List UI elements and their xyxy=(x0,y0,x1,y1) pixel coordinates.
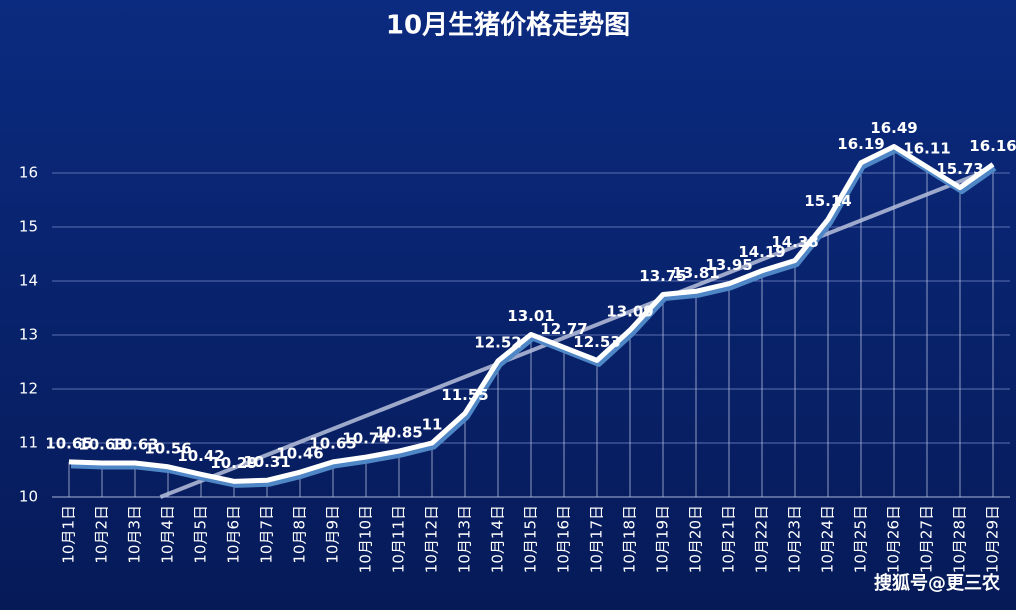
data-label: 12.52 xyxy=(474,333,521,351)
x-tick-label: 10月24日 xyxy=(819,505,837,573)
data-label: 12.77 xyxy=(540,320,587,338)
data-label: 10.74 xyxy=(342,430,389,448)
y-tick-label: 14 xyxy=(19,272,38,290)
x-tick-label: 10月13日 xyxy=(456,505,474,573)
y-tick-label: 15 xyxy=(19,218,38,236)
x-tick-label: 10月11日 xyxy=(390,505,408,573)
data-label: 10.63 xyxy=(78,435,125,453)
x-tick-label: 10月23日 xyxy=(786,505,804,573)
y-tick-label: 12 xyxy=(19,380,38,398)
x-tick-label: 10月10日 xyxy=(357,505,375,573)
y-tick-label: 11 xyxy=(19,434,38,452)
x-tick-label: 10月28日 xyxy=(951,505,969,573)
data-label: 14.19 xyxy=(738,243,785,261)
x-tick-label: 10月7日 xyxy=(258,505,276,564)
x-tick-label: 10月5日 xyxy=(192,505,210,564)
y-tick-label: 16 xyxy=(19,164,38,182)
x-tick-label: 10月29日 xyxy=(984,505,1002,573)
x-tick-label: 10月15日 xyxy=(522,505,540,573)
data-label: 13.09 xyxy=(606,303,653,321)
data-label: 13.01 xyxy=(507,307,554,325)
data-label: 10.56 xyxy=(144,439,191,457)
trend-line xyxy=(159,166,994,499)
data-label: 15.73 xyxy=(936,160,983,178)
data-label: 10.31 xyxy=(243,453,290,471)
x-tick-label: 10月6日 xyxy=(225,505,243,564)
x-tick-label: 10月1日 xyxy=(60,505,78,564)
data-label: 11.55 xyxy=(441,386,488,404)
data-label: 15.14 xyxy=(804,192,851,210)
data-label: 13.95 xyxy=(705,256,752,274)
series-line xyxy=(68,144,995,484)
data-label: 10.42 xyxy=(177,447,224,465)
x-tick-label: 10月14日 xyxy=(489,505,507,573)
data-label: 16.16 xyxy=(969,137,1016,155)
x-tick-label: 10月21日 xyxy=(720,505,738,573)
data-label: 16.19 xyxy=(837,135,884,153)
data-label: 10.29 xyxy=(210,454,257,472)
x-tick-label: 10月3日 xyxy=(126,505,144,564)
data-label: 16.11 xyxy=(903,140,950,158)
x-tick-label: 10月27日 xyxy=(918,505,936,573)
x-tick-label: 10月22日 xyxy=(753,505,771,573)
chart-title: 10月生猪价格走势图 xyxy=(386,10,630,41)
x-tick-label: 10月19日 xyxy=(654,505,672,573)
x-tick-label: 10月26日 xyxy=(885,505,903,573)
data-label: 10.85 xyxy=(375,424,422,442)
x-tick-label: 10月16日 xyxy=(555,505,573,573)
data-label: 10.65 xyxy=(309,434,356,452)
data-label: 10.65 xyxy=(45,434,92,452)
data-label: 13.81 xyxy=(672,264,719,282)
x-tick-label: 10月2日 xyxy=(93,505,111,564)
y-tick-label: 10 xyxy=(19,488,38,506)
data-label: 16.49 xyxy=(870,119,917,137)
x-tick-label: 10月18日 xyxy=(621,505,639,573)
data-label: 10.63 xyxy=(111,435,158,453)
series-line-shadow xyxy=(70,148,997,488)
x-tick-label: 10月25日 xyxy=(852,505,870,573)
data-label: 12.53 xyxy=(573,333,620,351)
x-tick-label: 10月12日 xyxy=(423,505,441,573)
x-tick-label: 10月17日 xyxy=(588,505,606,573)
y-tick-label: 13 xyxy=(19,326,38,344)
x-tick-label: 10月9日 xyxy=(324,505,342,564)
data-label: 14.38 xyxy=(771,233,818,251)
data-label: 10.46 xyxy=(276,445,323,463)
x-tick-label: 10月8日 xyxy=(291,505,309,564)
data-label: 11 xyxy=(422,416,443,434)
x-tick-label: 10月20日 xyxy=(687,505,705,573)
watermark: 搜狐号@更三农 xyxy=(874,572,1000,594)
x-tick-label: 10月4日 xyxy=(159,505,177,564)
data-label: 13.75 xyxy=(639,267,686,285)
